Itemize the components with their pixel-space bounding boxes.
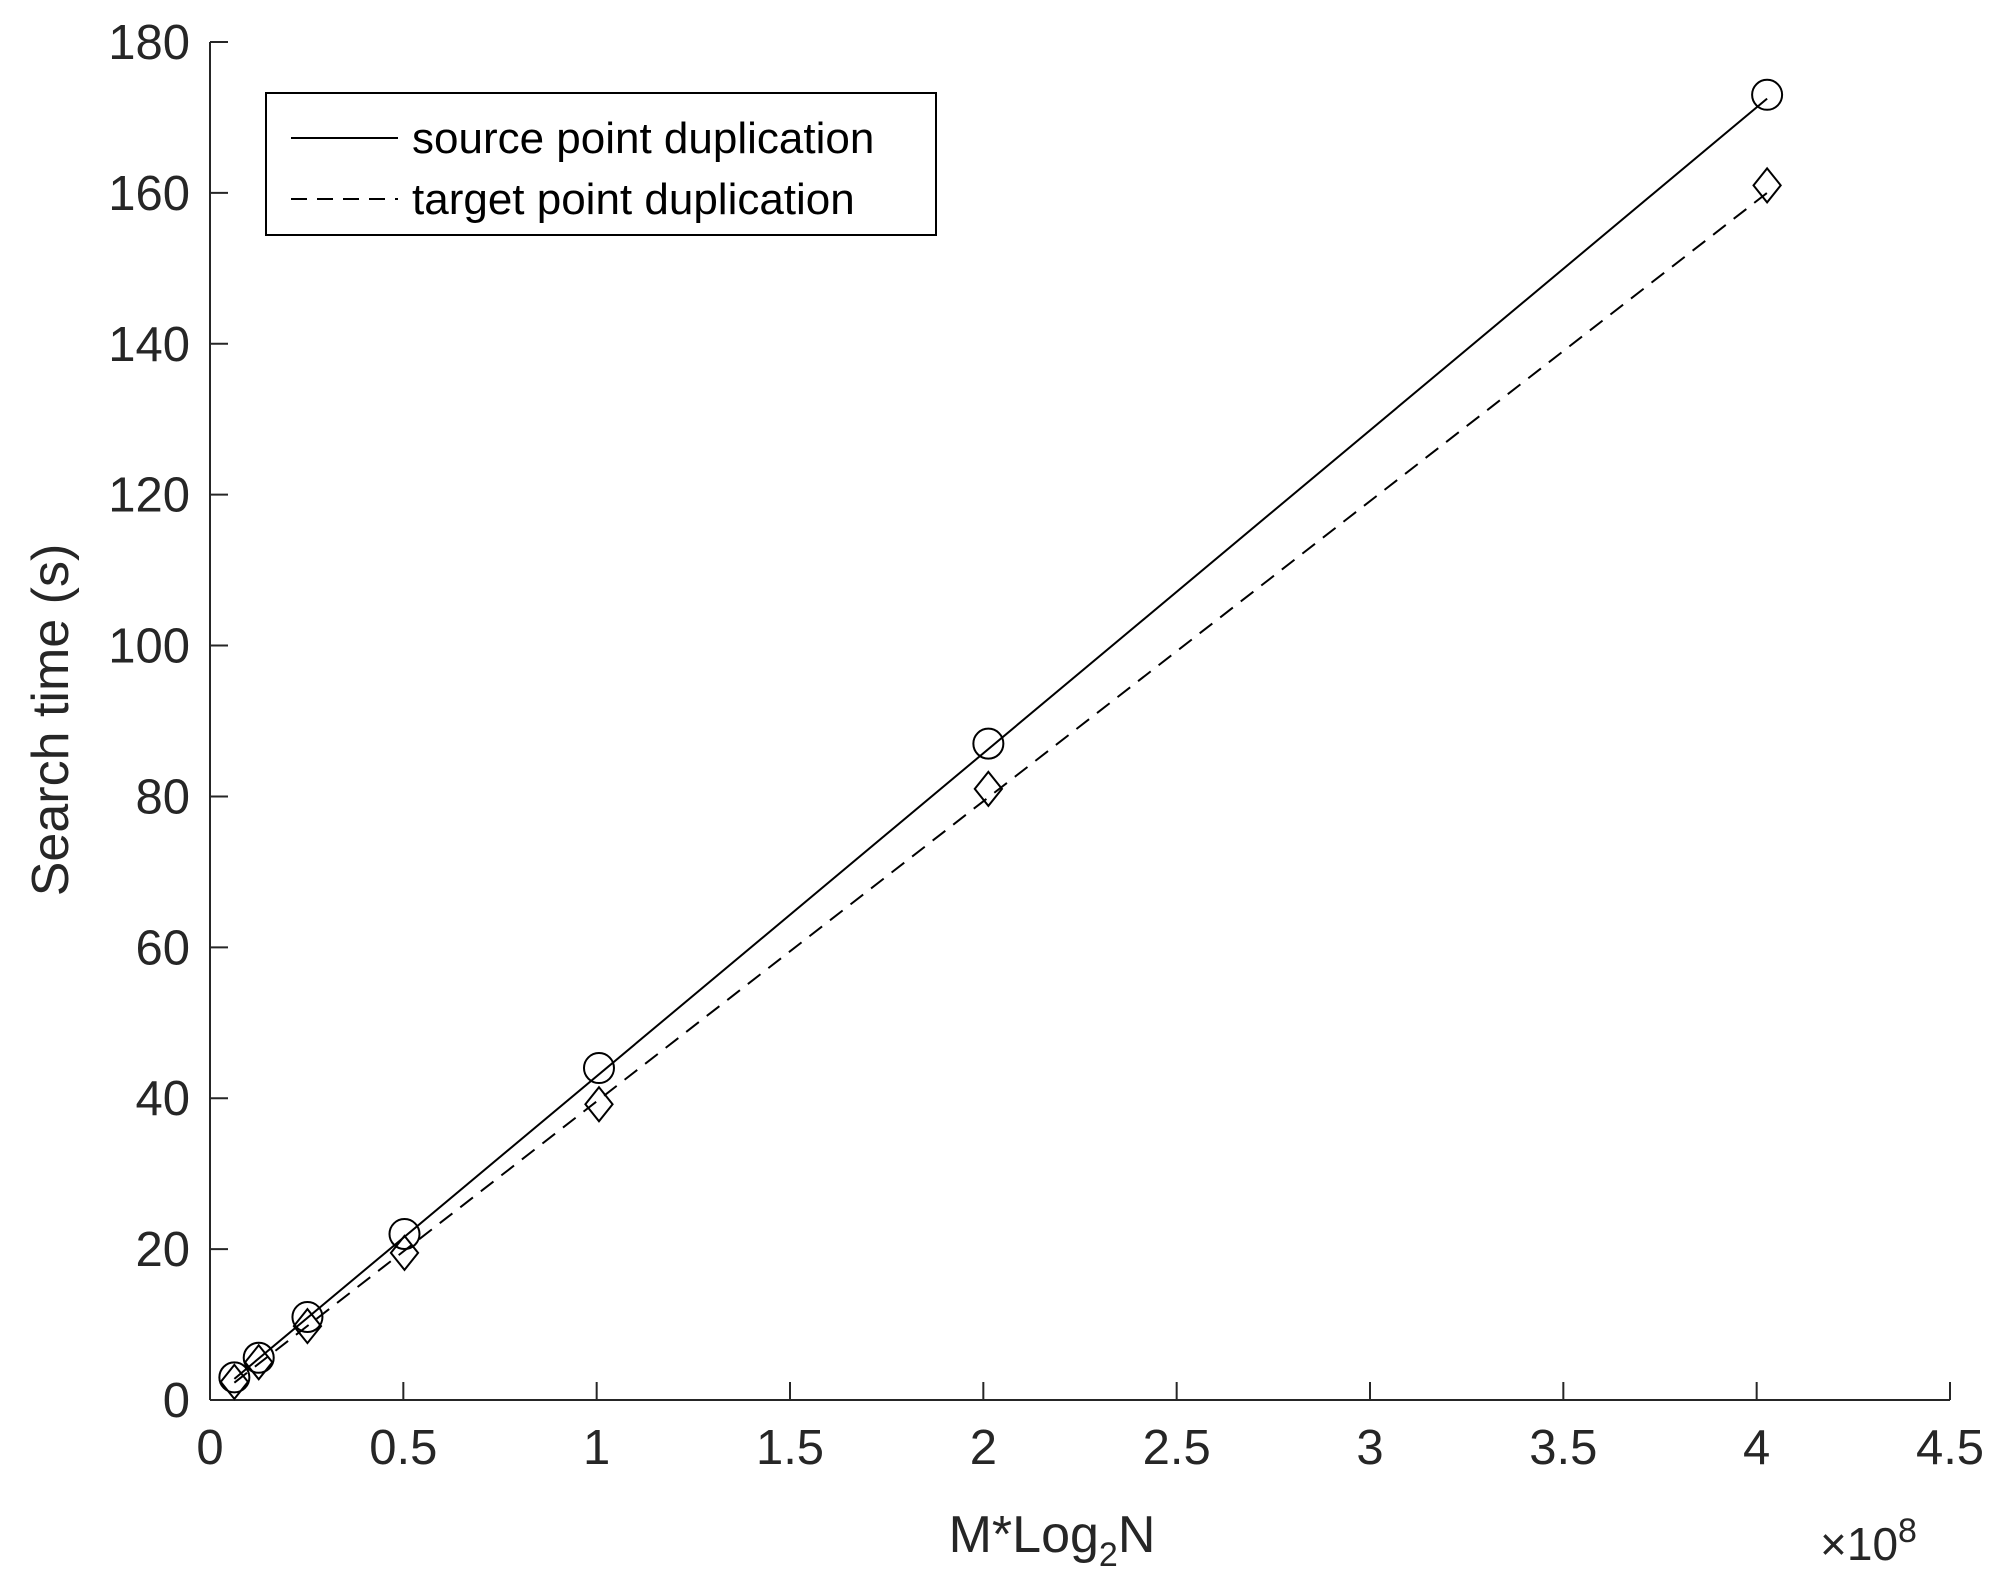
y-tick-label: 160 (108, 167, 190, 221)
legend-box (265, 92, 937, 236)
y-axis-title: Search time (s) (22, 544, 80, 897)
x-tick-label: 4 (1743, 1421, 1770, 1475)
x-tick-label: 1.5 (756, 1421, 824, 1475)
x-tick-label: 0 (196, 1421, 223, 1475)
x-axis-exponent: ×108 (1820, 1512, 1917, 1570)
x-axis-title-subscript: 2 (1099, 1536, 1118, 1574)
x-tick-label: 3.5 (1529, 1421, 1597, 1475)
y-tick-label: 0 (163, 1374, 190, 1428)
data-point-source (972, 727, 1005, 760)
x-axis-title-main: M*Log (949, 1506, 1099, 1564)
data-point-source (1751, 78, 1784, 111)
x-axis-exponent-base: ×10 (1820, 1518, 1898, 1570)
y-tick-label: 40 (135, 1072, 190, 1126)
y-tick-label: 60 (135, 921, 190, 975)
y-tick-label: 20 (135, 1223, 190, 1277)
data-point-source (388, 1218, 421, 1251)
x-tick-label: 1 (583, 1421, 610, 1475)
x-axis-exponent-power: 8 (1898, 1512, 1917, 1550)
data-point-target (389, 1234, 420, 1272)
y-tick-label: 120 (108, 469, 190, 523)
x-tick-label: 2.5 (1143, 1421, 1211, 1475)
data-point-target (292, 1307, 323, 1345)
data-point-target (243, 1343, 274, 1381)
x-tick-label: 2 (970, 1421, 997, 1475)
data-point-target (584, 1085, 614, 1123)
series-line-source (233, 97, 1768, 1380)
y-tick-label: 140 (108, 318, 190, 372)
legend-label-target: target point duplication (412, 175, 855, 224)
y-tick-label: 180 (108, 16, 190, 70)
data-point-source (582, 1052, 615, 1085)
x-tick-label: 4.5 (1916, 1421, 1984, 1475)
x-tick-label: 0.5 (369, 1421, 437, 1475)
data-point-target (973, 770, 1004, 808)
y-tick-label: 100 (108, 620, 190, 674)
x-axis-title-tail: N (1118, 1506, 1156, 1564)
data-point-target (1752, 166, 1782, 204)
data-point-source (242, 1341, 275, 1374)
data-point-source (291, 1301, 324, 1334)
series-layer (218, 78, 1784, 1401)
legend-label-source: source point duplication (412, 114, 874, 163)
axes: 0 0.5 1 1.5 2 2.5 3 3.5 4 4.5 0 20 40 60 80 100 120 140 16… (108, 16, 1984, 1475)
data-point-target (219, 1363, 250, 1401)
x-tick-label: 3 (1356, 1421, 1383, 1475)
legend: source point duplication target point du… (265, 92, 937, 236)
data-point-source (218, 1361, 251, 1394)
y-tick-label: 80 (135, 770, 190, 824)
x-axis-title: M*Log2N (949, 1506, 1156, 1574)
